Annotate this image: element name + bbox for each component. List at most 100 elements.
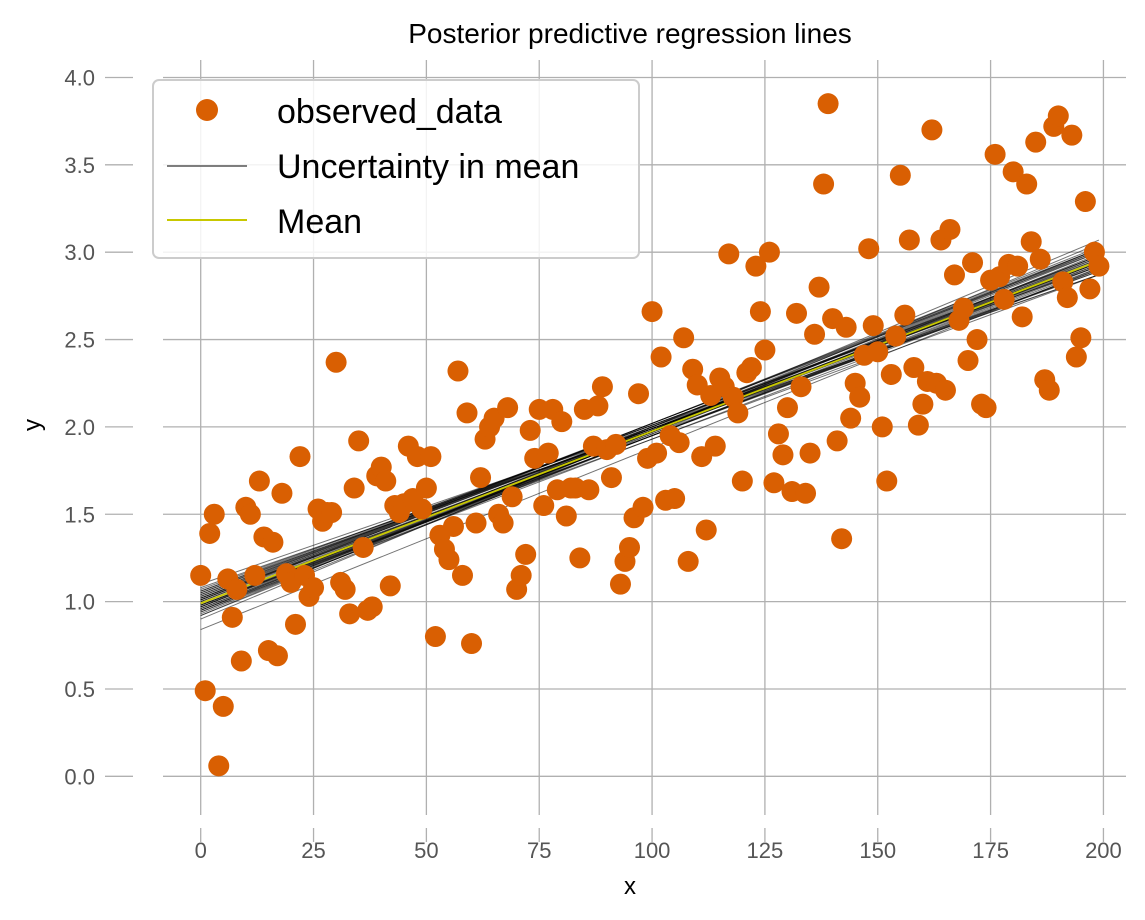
x-tick-label: 100 xyxy=(634,838,671,863)
observed-point xyxy=(501,486,523,508)
y-tick-label: 3.0 xyxy=(64,240,95,265)
observed-point xyxy=(456,402,478,424)
observed-point xyxy=(740,356,762,378)
y-tick-label: 0.5 xyxy=(64,677,95,702)
observed-point xyxy=(442,515,464,537)
uncertainty-line xyxy=(200,274,1100,585)
y-tick-label: 1.5 xyxy=(64,502,95,527)
chart-title: Posterior predictive regression lines xyxy=(408,18,852,49)
observed-point xyxy=(379,575,401,597)
observed-point xyxy=(239,503,261,525)
observed-point xyxy=(957,350,979,372)
y-tick-label: 2.0 xyxy=(64,415,95,440)
observed-point xyxy=(194,680,216,702)
observed-point xyxy=(871,416,893,438)
legend-label-observed: observed_data xyxy=(277,93,502,131)
legend: observed_data Uncertainty in mean Mean xyxy=(152,79,640,259)
observed-point xyxy=(939,218,961,240)
observed-point xyxy=(438,549,460,571)
observed-point xyxy=(664,488,686,510)
observed-point xyxy=(889,164,911,186)
observed-point xyxy=(867,341,889,363)
observed-point xyxy=(1007,255,1029,277)
observed-point xyxy=(415,477,437,499)
observed-point xyxy=(537,442,559,464)
observed-point xyxy=(641,301,663,323)
observed-point xyxy=(1016,173,1038,195)
observed-point xyxy=(628,383,650,405)
observed-point xyxy=(284,613,306,635)
observed-point xyxy=(1029,248,1051,270)
observed-point xyxy=(718,243,740,265)
observed-point xyxy=(885,325,907,347)
observed-point xyxy=(984,143,1006,165)
observed-point xyxy=(447,360,469,382)
observed-point xyxy=(840,407,862,429)
x-tick-label: 25 xyxy=(301,838,325,863)
x-tick-label: 50 xyxy=(414,838,438,863)
observed-point xyxy=(943,264,965,286)
observed-point xyxy=(763,472,785,494)
y-tick-label: 4.0 xyxy=(64,65,95,90)
observed-point xyxy=(212,695,234,717)
observed-point xyxy=(451,564,473,586)
observed-point xyxy=(361,596,383,618)
x-tick-label: 175 xyxy=(972,838,1009,863)
observed-point xyxy=(862,315,884,337)
observed-point xyxy=(975,397,997,419)
observed-point xyxy=(230,650,252,672)
observed-point xyxy=(704,435,726,457)
observed-point xyxy=(758,241,780,263)
observed-point xyxy=(1070,327,1092,349)
observed-point xyxy=(420,446,442,468)
observed-point xyxy=(786,302,808,324)
observed-point xyxy=(519,419,541,441)
observed-point xyxy=(993,288,1015,310)
observed-point xyxy=(790,376,812,398)
observed-point xyxy=(1065,346,1087,368)
observed-point xyxy=(767,423,789,445)
observed-point xyxy=(266,645,288,667)
observed-point xyxy=(609,573,631,595)
x-axis-ticks: 0 25 50 75 100 125 150 175 200 xyxy=(195,828,1122,863)
x-axis-label: x xyxy=(624,873,636,900)
observed-point xyxy=(411,498,433,520)
observed-point xyxy=(587,395,609,417)
observed-point xyxy=(352,536,374,558)
observed-point xyxy=(578,479,600,501)
x-tick-label: 0 xyxy=(195,838,207,863)
observed-point xyxy=(1047,105,1069,127)
observed-point xyxy=(591,376,613,398)
observed-point xyxy=(835,316,857,338)
observed-point xyxy=(817,93,839,115)
observed-point xyxy=(799,442,821,464)
observed-point xyxy=(934,379,956,401)
observed-point xyxy=(343,477,365,499)
observed-point xyxy=(754,339,776,361)
legend-marker-observed xyxy=(196,99,218,121)
observed-point xyxy=(921,119,943,141)
y-axis-ticks: 0.0 0.5 1.0 1.5 2.0 2.5 3.0 3.5 4.0 xyxy=(64,65,133,789)
observed-points xyxy=(190,93,1110,777)
observed-point xyxy=(831,528,853,550)
observed-point xyxy=(465,512,487,534)
observed-point xyxy=(203,503,225,525)
observed-point xyxy=(569,547,591,569)
y-axis-label: y xyxy=(19,419,46,431)
observed-point xyxy=(1020,231,1042,253)
observed-point xyxy=(1088,255,1110,277)
observed-point xyxy=(632,496,654,518)
observed-point xyxy=(262,531,284,553)
y-tick-label: 3.5 xyxy=(64,153,95,178)
observed-point xyxy=(858,238,880,260)
observed-point xyxy=(894,304,916,326)
observed-point xyxy=(646,442,668,464)
observed-point xyxy=(1038,379,1060,401)
observed-point xyxy=(1074,191,1096,213)
legend-label-mean: Mean xyxy=(277,203,362,241)
observed-point xyxy=(668,432,690,454)
uncertainty-line xyxy=(200,274,1100,606)
observed-point xyxy=(619,536,640,558)
